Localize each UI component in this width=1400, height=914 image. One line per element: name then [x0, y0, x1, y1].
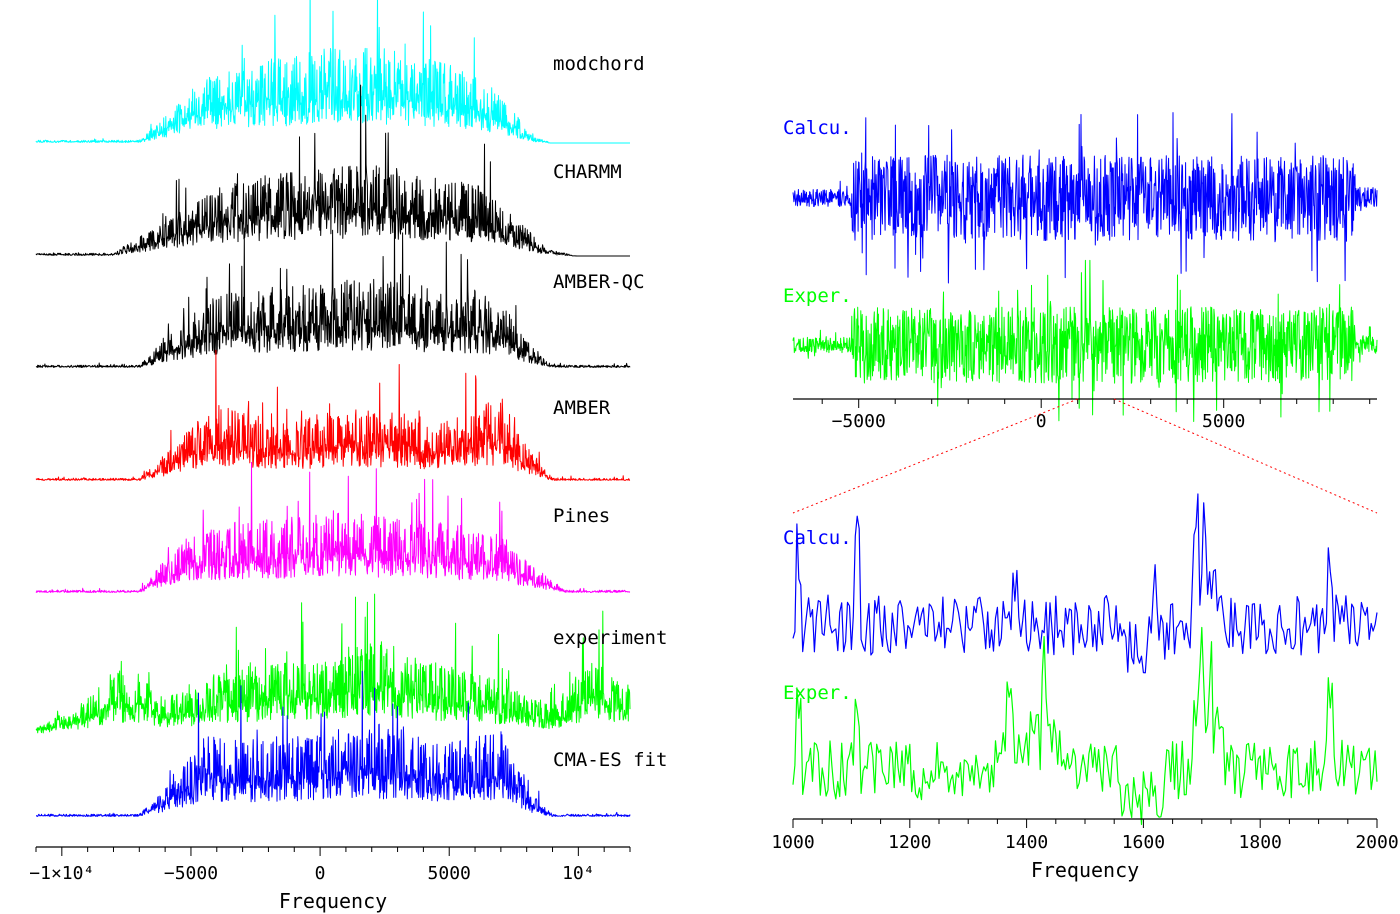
series-label: Calcu. — [783, 527, 852, 549]
x-tick-label: 1400 — [1005, 832, 1048, 853]
x-tick-label: 2000 — [1355, 832, 1398, 853]
x-tick-label: 0 — [1036, 411, 1047, 432]
x-axis-title: Frequency — [279, 889, 387, 913]
spectrum-line-charmm — [35, 84, 631, 257]
x-tick-label: 1000 — [771, 832, 814, 853]
spectrum-line-pines — [35, 461, 631, 593]
x-tick-label: 1600 — [1122, 832, 1165, 853]
x-axis-title: Frequency — [1031, 858, 1139, 882]
spectrum-line-calcu- — [792, 493, 1378, 674]
series-label: AMBER-QC — [553, 271, 645, 293]
spectrum-line-modchord — [35, 0, 631, 144]
series-label: CHARMM — [553, 161, 622, 183]
x-tick-label: 5000 — [1202, 411, 1245, 432]
series-label: modchord — [553, 53, 645, 75]
series-label: AMBER — [553, 397, 611, 419]
spectrum-line-calcu- — [792, 112, 1378, 284]
series-label: experiment — [553, 627, 667, 649]
series-label: Pines — [553, 505, 610, 527]
spectrum-line-experiment — [35, 593, 631, 734]
series-label: CMA-ES fit — [553, 749, 667, 771]
x-tick-label: 0 — [315, 863, 326, 884]
zoom-line-left — [792, 398, 1078, 514]
x-tick-label: 1800 — [1239, 832, 1282, 853]
series-label: Exper. — [783, 682, 852, 704]
x-tick-label: −1×10⁴ — [29, 863, 94, 884]
spectrum-line-amber-qc — [35, 213, 631, 368]
series-label: Exper. — [783, 285, 852, 307]
spectrum-line-cma-es-fit — [35, 670, 631, 817]
top-right-spectra-panel: Calcu. Exper. −5000 0 5000 — [783, 112, 1378, 432]
x-tick-label: 5000 — [428, 863, 471, 884]
spectrum-line-exper- — [792, 626, 1378, 826]
x-tick-label: −5000 — [832, 411, 886, 432]
x-tick-label: 1200 — [888, 832, 931, 853]
x-tick-label: −5000 — [164, 863, 218, 884]
spectrum-line-exper- — [792, 259, 1378, 422]
bottom-right-spectra-panel: Calcu. Exper. 1000 1200 1400 1600 1800 2000 Freq… — [771, 493, 1399, 882]
series-label: Calcu. — [783, 117, 852, 139]
x-tick-label: 10⁴ — [562, 863, 595, 884]
left-spectra-panel: modchord CHARMM AMBER-QC AMBER Pines experime… — [29, 0, 667, 913]
spectrum-line-amber — [35, 349, 631, 481]
zoom-line-right — [1114, 398, 1378, 514]
zoom-connector — [792, 398, 1378, 514]
